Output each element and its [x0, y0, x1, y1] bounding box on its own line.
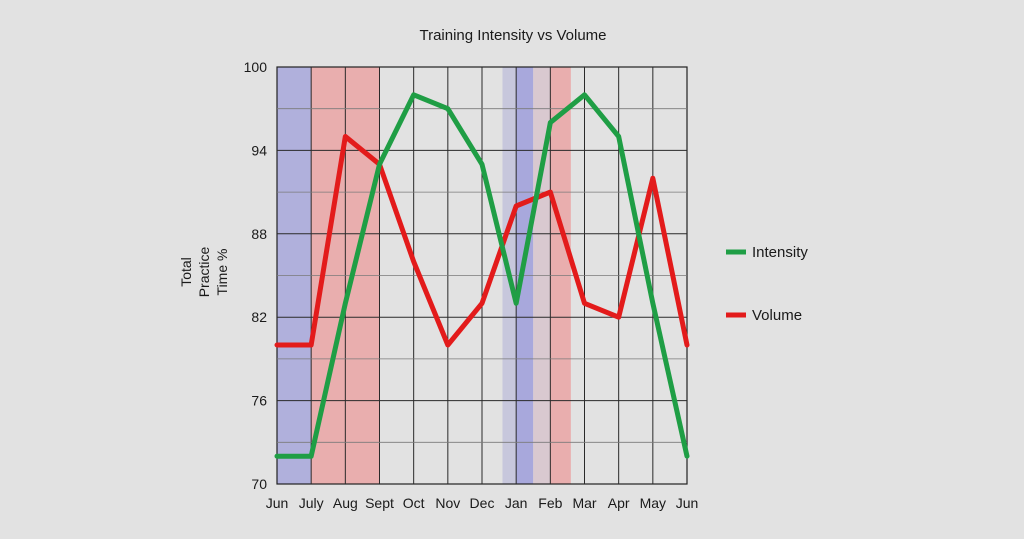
series-lines: [274, 92, 690, 459]
y-tick-label: 94: [251, 142, 267, 158]
y-tick-label: 82: [251, 309, 267, 325]
y-tick-labels: 70 76 82 88 94 100: [244, 59, 268, 492]
y-tick-label: 88: [251, 226, 267, 242]
x-tick-label: Sept: [365, 495, 394, 511]
x-tick-label: Feb: [538, 495, 562, 511]
x-tick-label: July: [299, 495, 324, 511]
x-tick-label: Apr: [608, 495, 630, 511]
x-tick-label: Oct: [403, 495, 425, 511]
x-tick-labels: Jun July Aug Sept Oct Nov Dec Jan Feb Mar Apr May Ju…: [266, 495, 699, 511]
x-tick-label: Jan: [505, 495, 528, 511]
y-tick-label: 76: [251, 393, 267, 409]
series-line-volume: [274, 134, 690, 348]
legend-label-intensity: Intensity: [752, 244, 808, 261]
x-tick-label: Nov: [435, 495, 460, 511]
x-tick-label: Mar: [572, 495, 596, 511]
series-line-intensity: [274, 92, 690, 459]
y-axis-label-line-1: Total: [178, 257, 194, 287]
x-tick-label: Jun: [676, 495, 699, 511]
y-axis-label-line-3: Time %: [214, 249, 230, 296]
y-axis-label-line-2: Practice: [196, 247, 212, 298]
legend: Intensity Volume: [726, 244, 808, 324]
chart-title: Training Intensity vs Volume: [419, 27, 606, 44]
y-tick-label: 70: [251, 476, 267, 492]
x-tick-label: Dec: [470, 495, 495, 511]
x-tick-label: Jun: [266, 495, 289, 511]
y-tick-label: 100: [244, 59, 268, 75]
x-tick-label: May: [640, 495, 666, 511]
x-tick-label: Aug: [333, 495, 358, 511]
legend-label-volume: Volume: [752, 307, 802, 324]
